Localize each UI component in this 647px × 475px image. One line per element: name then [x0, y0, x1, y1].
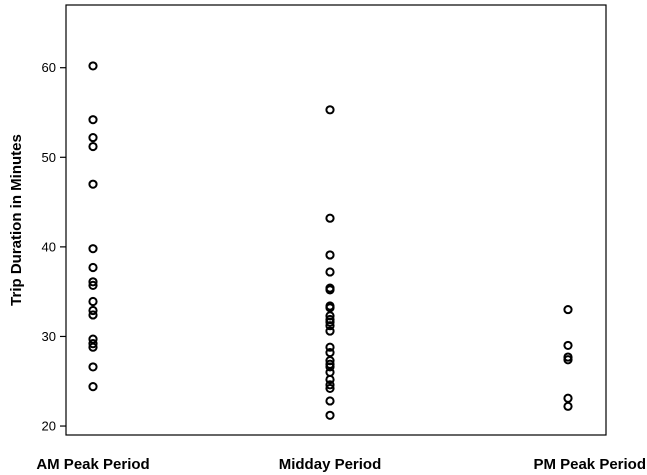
data-point	[325, 285, 335, 295]
data-point	[88, 339, 98, 349]
data-point	[88, 244, 98, 254]
y-tick-label: 30	[42, 329, 56, 344]
data-point	[563, 355, 573, 365]
y-tick-label: 60	[42, 60, 56, 75]
data-point	[325, 105, 335, 115]
data-point	[88, 310, 98, 320]
data-point	[88, 262, 98, 273]
data-point	[88, 362, 98, 372]
data-point	[563, 340, 573, 351]
data-point	[88, 115, 98, 125]
data-point	[325, 342, 335, 352]
plot-frame	[65, 4, 607, 436]
data-point	[88, 277, 98, 287]
data-point	[88, 61, 98, 71]
data-point	[88, 382, 98, 392]
data-point	[88, 141, 98, 152]
data-point	[325, 250, 335, 260]
data-point	[88, 179, 98, 189]
y-tick-label: 40	[42, 239, 56, 254]
data-point	[563, 304, 573, 315]
y-tick-label: 50	[42, 150, 56, 165]
data-point	[88, 132, 98, 143]
data-point	[325, 326, 335, 336]
data-point	[325, 362, 335, 372]
data-point	[88, 305, 98, 316]
data-point	[563, 393, 573, 403]
y-axis-title: Trip Duration in Minutes	[8, 134, 25, 306]
y-tick-label: 20	[42, 419, 56, 434]
data-point	[325, 396, 335, 406]
data-point	[325, 383, 335, 394]
x-category-label: Midday Period	[279, 456, 382, 473]
data-point	[88, 280, 98, 290]
data-point	[325, 410, 335, 420]
data-points	[88, 61, 573, 420]
y-axis: 20 30 40 50 60	[42, 60, 66, 434]
x-category-label: AM Peak Period	[36, 456, 149, 473]
x-category-label: PM Peak Period	[533, 456, 646, 473]
data-point	[325, 380, 335, 390]
data-point	[325, 317, 335, 327]
data-point	[88, 342, 98, 352]
data-point	[563, 401, 573, 411]
data-point	[88, 296, 98, 307]
data-point	[325, 321, 335, 331]
data-point	[325, 374, 335, 385]
data-point	[325, 267, 335, 277]
x-axis-category-labels: AM Peak Period Midday Period PM Peak Perio…	[36, 456, 646, 473]
data-point	[325, 213, 335, 223]
